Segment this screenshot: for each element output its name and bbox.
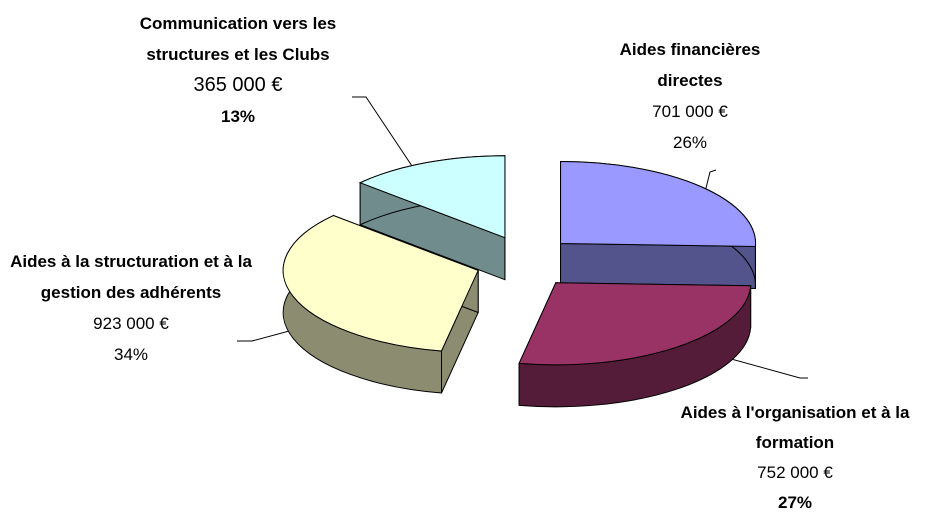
slice bbox=[560, 161, 757, 248]
category-label: Aides à l'organisation et à la formation bbox=[680, 403, 910, 452]
percent-label: 26% bbox=[672, 133, 708, 152]
percent-label: 34% bbox=[113, 345, 149, 364]
slice-label: Aides à la structuration et à la gestion… bbox=[0, 246, 262, 370]
slice-label: Communication vers les structures et les… bbox=[107, 8, 369, 132]
slice bbox=[358, 155, 506, 239]
slice-wall bbox=[560, 243, 756, 290]
value-label: 752 000 € bbox=[757, 463, 833, 482]
value-label: 701 000 € bbox=[652, 102, 728, 121]
leader-line bbox=[352, 96, 433, 197]
slice-label: Aides à l'organisation et à la formation… bbox=[672, 398, 918, 518]
value-label: 365 000 € bbox=[193, 74, 283, 96]
category-label: Aides à la structuration et à la gestion… bbox=[10, 252, 252, 302]
value-label: 923 000 € bbox=[93, 314, 169, 333]
category-label: Communication vers les structures et les… bbox=[139, 14, 337, 64]
category-label: Aides financières directes bbox=[619, 40, 761, 90]
slice bbox=[282, 214, 479, 352]
percent-label: 27% bbox=[777, 493, 813, 512]
percent-label: 13% bbox=[220, 107, 256, 126]
slice bbox=[518, 282, 752, 366]
slice-label: Aides financières directes 701 000 € 26% bbox=[595, 34, 785, 158]
